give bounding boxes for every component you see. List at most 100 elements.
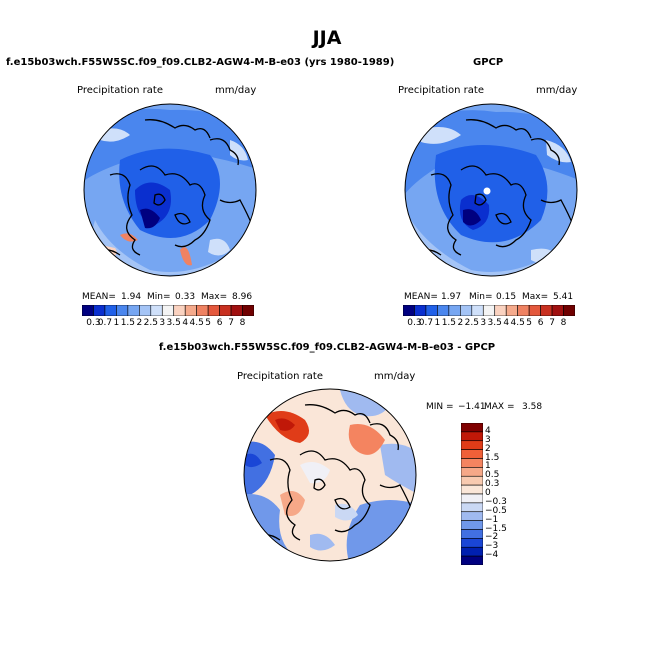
diff-units-label: mm/day <box>374 371 416 382</box>
diff-polar-map <box>243 388 417 562</box>
colorbar-tick-label: 0 <box>485 488 491 498</box>
colorbar-tick-label: 3 <box>480 318 487 328</box>
colorbar-swatch <box>230 305 243 316</box>
colorbar-tick-label: −2 <box>485 532 499 543</box>
colorbar-tick-label: 2 <box>136 318 143 328</box>
colorbar-tick-label: 4 <box>182 318 189 328</box>
obs-mean-label: MEAN= <box>404 292 438 302</box>
colorbar-tick-label: 1.5 <box>120 318 136 328</box>
colorbar-swatch <box>93 305 106 316</box>
colorbar-swatch <box>460 305 473 316</box>
colorbar-swatch <box>528 305 541 316</box>
colorbar-swatch <box>448 305 461 316</box>
colorbar-swatch <box>461 502 483 513</box>
colorbar-swatch <box>161 305 175 316</box>
colorbar-swatch <box>461 546 483 557</box>
colorbar-swatch <box>540 305 553 316</box>
colorbar-swatch <box>461 538 483 548</box>
diff-min-label: MIN = <box>426 402 454 412</box>
colorbar-tick-label: 0.7 <box>97 318 113 328</box>
diff-colorbar <box>461 423 483 565</box>
colorbar-swatch <box>196 305 209 316</box>
diff-field-label: Precipitation rate <box>237 371 323 382</box>
colorbar-swatch <box>461 449 483 459</box>
diff-panel-title: f.e15b03wch.F55W5SC.f09_f09.CLB2-AGW4-M-… <box>158 342 496 353</box>
colorbar-tick-label: 5 <box>526 318 532 328</box>
colorbar-swatch <box>461 529 483 539</box>
colorbar-swatch <box>461 493 483 504</box>
model-mean-label: MEAN= <box>82 292 116 302</box>
diff-max-value: 3.58 <box>522 402 543 412</box>
colorbar-swatch <box>471 305 484 316</box>
colorbar-tick-label: 2 <box>457 318 464 328</box>
colorbar-swatch <box>219 305 232 316</box>
colorbar-tick-label: 8 <box>239 318 246 328</box>
colorbar-swatch <box>414 305 427 316</box>
colorbar-tick-label: 0.5 <box>485 470 500 481</box>
model-field-label: Precipitation rate <box>77 85 163 96</box>
colorbar-tick-label: 8 <box>560 318 567 328</box>
colorbar-swatch <box>461 520 483 530</box>
colorbar-tick-label: −4 <box>485 550 499 561</box>
obs-field-label: Precipitation rate <box>398 85 484 96</box>
colorbar-tick-label: 4.5 <box>510 318 525 328</box>
colorbar-swatch <box>461 467 483 477</box>
colorbar-swatch <box>127 305 140 316</box>
obs-min-label: Min= <box>469 292 493 302</box>
colorbar-tick-label: −0.3 <box>485 496 507 507</box>
obs-min-value: 0.15 <box>496 292 517 302</box>
colorbar-swatch <box>461 431 483 442</box>
obs-polar-map <box>404 103 578 277</box>
colorbar-tick-label: −1 <box>485 514 499 525</box>
colorbar-swatch <box>461 511 483 521</box>
colorbar-tick-label: 3 <box>159 318 166 328</box>
obs-units-label: mm/day <box>536 85 578 96</box>
model-panel-title: f.e15b03wch.F55W5SC.f09_f09.CLB2-AGW4-M-… <box>6 57 395 68</box>
colorbar-swatch <box>437 305 450 316</box>
colorbar-tick-label: 3.5 <box>166 318 181 328</box>
season-title: JJA <box>312 27 342 49</box>
colorbar-tick-label: 1.5 <box>485 452 500 463</box>
obs-colorbar <box>403 305 575 316</box>
model-mean-value: 1.94 <box>121 292 142 302</box>
colorbar-tick-label: 1 <box>485 461 491 472</box>
colorbar-tick-label: 0.7 <box>418 318 434 328</box>
colorbar-swatch <box>482 305 496 316</box>
colorbar-tick-label: 4.5 <box>189 318 204 328</box>
colorbar-tick-label: 4 <box>485 425 491 436</box>
colorbar-tick-label: 2 <box>485 443 491 454</box>
colorbar-tick-label: −1.5 <box>485 523 507 534</box>
colorbar-tick-label: 3 <box>485 434 491 445</box>
colorbar-swatch <box>184 305 197 316</box>
colorbar-swatch <box>461 484 483 495</box>
colorbar-tick-label: −3 <box>485 541 499 552</box>
colorbar-swatch <box>494 305 507 316</box>
obs-max-label: Max= <box>522 292 549 302</box>
colorbar-swatch <box>116 305 129 316</box>
colorbar-swatch <box>207 305 220 316</box>
colorbar-tick-label: 6 <box>216 318 223 328</box>
colorbar-tick-label: 0.3 <box>485 479 500 490</box>
colorbar-tick-label: 3.5 <box>487 318 502 328</box>
colorbar-tick-label: 7 <box>549 318 555 328</box>
colorbar-swatch <box>461 423 483 433</box>
colorbar-swatch <box>461 440 483 450</box>
colorbar-tick-label: −0.5 <box>485 505 507 516</box>
obs-panel-title: GPCP <box>473 57 504 68</box>
colorbar-swatch <box>104 305 117 316</box>
model-max-value: 8.96 <box>232 292 253 302</box>
colorbar-tick-label: 1 <box>434 318 441 328</box>
colorbar-tick-label: 0.3 <box>407 318 422 328</box>
model-min-value: 0.33 <box>175 292 196 302</box>
model-colorbar <box>82 305 254 316</box>
colorbar-tick-label: 2.5 <box>464 318 479 328</box>
colorbar-tick-label: 2.5 <box>143 318 158 328</box>
colorbar-swatch <box>461 458 483 468</box>
colorbar-tick-label: 4 <box>503 318 510 328</box>
colorbar-tick-label: 0.3 <box>86 318 101 328</box>
colorbar-swatch <box>242 305 254 316</box>
colorbar-swatch <box>461 555 483 565</box>
obs-max-value: 5.41 <box>553 292 574 302</box>
colorbar-swatch <box>517 305 530 316</box>
model-units-label: mm/day <box>215 85 257 96</box>
